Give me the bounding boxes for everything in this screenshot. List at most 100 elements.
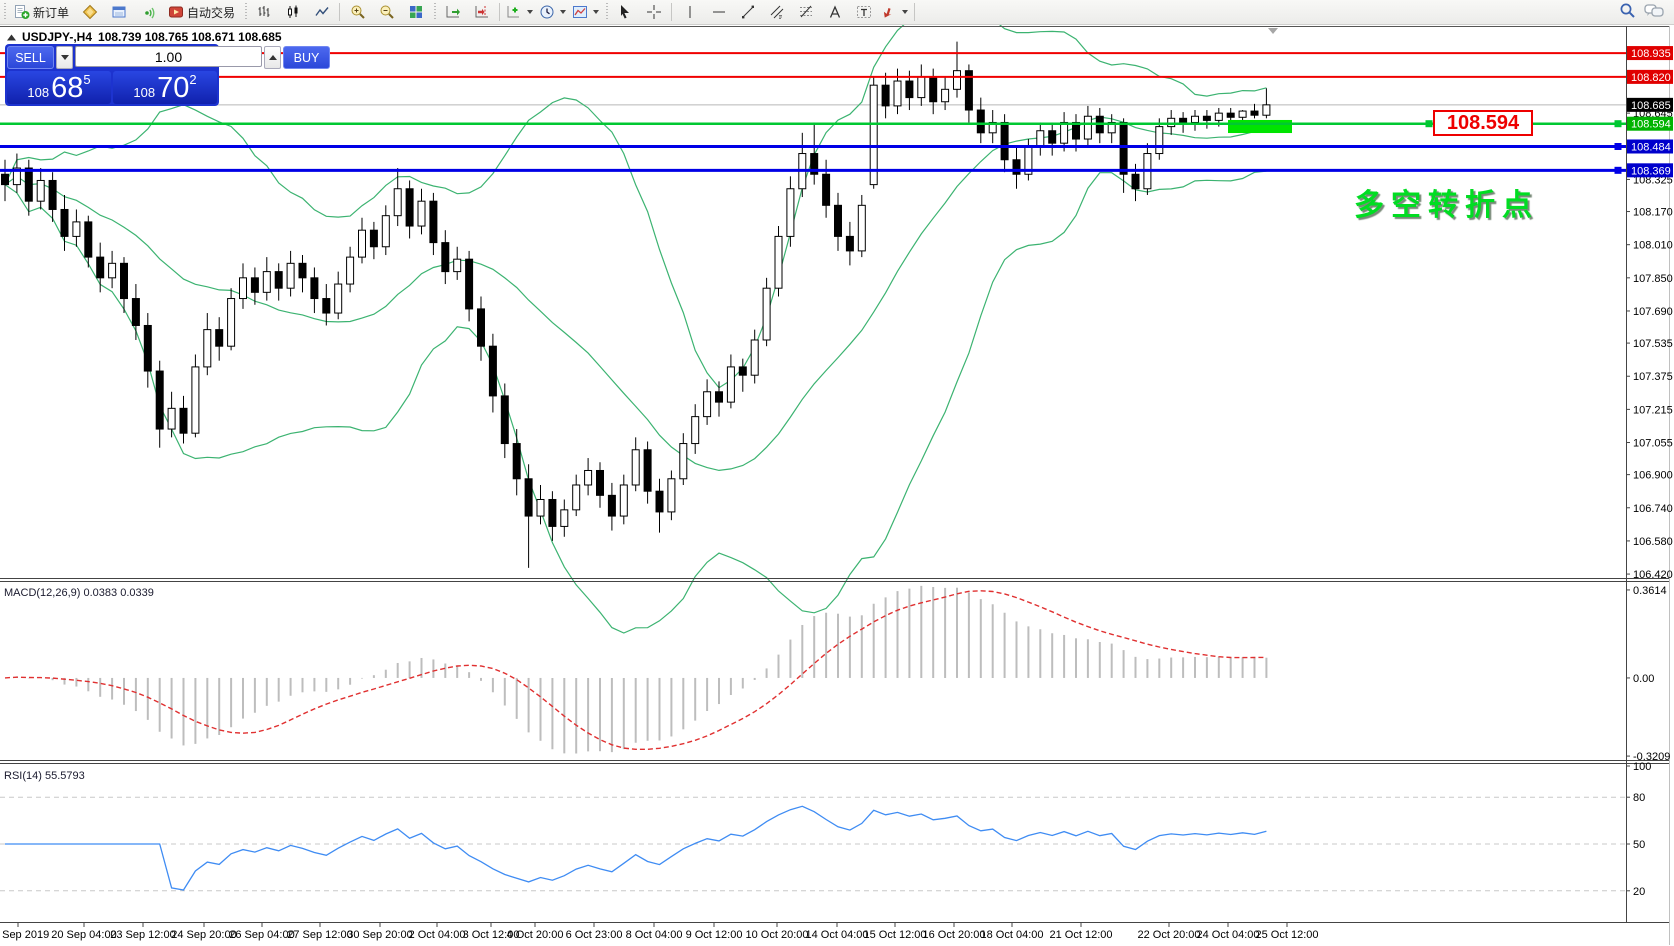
macd-signal-line [4, 590, 1267, 750]
time-tick-label: 26 Sep 04:00 [229, 929, 294, 941]
templates-button[interactable] [569, 1, 602, 24]
candle-body [703, 391, 712, 418]
chat-icon[interactable] [1644, 3, 1664, 22]
dropdown-caret-icon [593, 10, 600, 14]
candle-body [512, 443, 521, 480]
candle-body [857, 204, 866, 252]
candle-body [72, 221, 81, 237]
macd-axis-label: -0.3209 [1633, 751, 1670, 763]
chart-shift-button[interactable] [467, 1, 496, 24]
arrows-button[interactable] [878, 1, 911, 24]
candle-body [631, 449, 640, 486]
candle-body [738, 366, 747, 376]
signals-button[interactable] [133, 1, 162, 24]
price-tag-label: 108.935 [1631, 48, 1671, 60]
line-handle[interactable] [1614, 166, 1622, 174]
toolbar-gripper [245, 3, 248, 21]
price-callout-box[interactable]: 108.594 [1433, 110, 1533, 136]
text-label-button[interactable] [849, 1, 878, 24]
new-order-button[interactable]: 新订单 [8, 1, 75, 24]
candle-body [1155, 126, 1164, 155]
line-chart-button[interactable] [307, 1, 336, 24]
candle-body [750, 339, 759, 376]
profiles-icon [82, 4, 98, 20]
price-tag-label: 108.820 [1631, 72, 1671, 84]
text-a-icon [827, 4, 843, 20]
buy-price-prefix: 108 [133, 85, 156, 100]
line-handle[interactable] [1614, 142, 1622, 150]
rsi-line [5, 805, 1267, 891]
candle-body [679, 443, 688, 480]
time-tick-label: 21 Oct 12:00 [1050, 929, 1113, 941]
candle-body [143, 324, 152, 372]
candle-body [1012, 159, 1021, 175]
crosshair-icon [646, 4, 662, 20]
fibonacci-icon [798, 4, 814, 20]
tile-windows-button[interactable] [401, 1, 430, 24]
dropdown-caret-icon [527, 10, 534, 14]
candle-body [834, 204, 842, 237]
candle-body [548, 498, 557, 527]
candle-body [1036, 130, 1045, 148]
new-order-label: 新订单 [33, 5, 70, 20]
line-handle[interactable] [1614, 120, 1622, 128]
candlestick-chart-icon [285, 4, 301, 20]
text-label-icon [856, 4, 872, 20]
market-watch-button[interactable] [104, 1, 133, 24]
sell-price-big: 68 [51, 72, 84, 104]
collapse-chart-icon[interactable] [7, 30, 16, 44]
candlestick-chart-button[interactable] [278, 1, 307, 24]
shift-marker-icon [1268, 28, 1278, 34]
cursor-button[interactable] [610, 1, 639, 24]
sell-price[interactable]: 108 68 5 [7, 71, 111, 104]
vertical-line-button[interactable] [675, 1, 704, 24]
candle-body [465, 258, 474, 310]
candle-body [24, 167, 33, 202]
buy-price[interactable]: 108 70 2 [113, 71, 217, 104]
candle-body [120, 262, 128, 300]
candle-body [381, 215, 390, 248]
chevron-down-icon [60, 55, 69, 60]
fibonacci-button[interactable] [791, 1, 820, 24]
volume-input[interactable] [75, 46, 262, 67]
autotrading-label: 自动交易 [187, 5, 236, 20]
line-handle[interactable] [1425, 120, 1433, 128]
profiles-button[interactable] [75, 1, 104, 24]
auto-scroll-button[interactable] [438, 1, 467, 24]
rsi-axis-label: 50 [1633, 839, 1645, 851]
equidistant-channel-button[interactable] [762, 1, 791, 24]
candle-body [1179, 117, 1188, 123]
templates-icon [572, 4, 588, 20]
candle-body [786, 188, 795, 237]
text-button[interactable] [820, 1, 849, 24]
volume-down-button[interactable] [56, 46, 73, 69]
volume-up-button[interactable] [264, 46, 281, 69]
buy-button[interactable]: BUY [283, 46, 330, 69]
buy-price-pip: 2 [189, 72, 197, 87]
trendline-button[interactable] [733, 1, 762, 24]
bar-chart-button[interactable] [249, 1, 278, 24]
price-tag [1627, 69, 1673, 84]
search-icon[interactable] [1619, 2, 1636, 22]
candle-body [1191, 115, 1199, 123]
zoom-out-button[interactable] [372, 1, 401, 24]
price-tick-label: 106.580 [1633, 536, 1673, 548]
highlight-rect[interactable] [1228, 119, 1292, 134]
tile-windows-icon [408, 4, 424, 20]
candle-body [274, 271, 283, 289]
candle-body [655, 490, 664, 513]
sell-button[interactable]: SELL [7, 46, 54, 69]
price-tick-label: 106.740 [1633, 503, 1673, 515]
indicators-button[interactable] [503, 1, 536, 24]
candle-body [1119, 121, 1128, 175]
periods-button[interactable] [536, 1, 569, 24]
autotrading-button[interactable]: 自动交易 [162, 1, 241, 24]
candle-body [941, 88, 950, 103]
crosshair-button[interactable] [639, 1, 668, 24]
zoom-in-button[interactable] [343, 1, 372, 24]
horizontal-line-button[interactable] [704, 1, 733, 24]
time-tick-label: 8 Oct 04:00 [626, 929, 683, 941]
toolbar-separator [499, 3, 501, 21]
